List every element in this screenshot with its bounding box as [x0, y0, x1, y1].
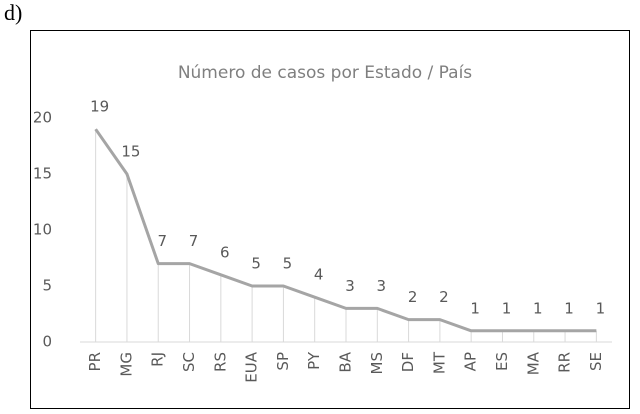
x-tick-label: SC	[180, 352, 198, 372]
data-label: 2	[439, 288, 449, 306]
panel-label: d)	[4, 0, 22, 25]
data-label: 7	[189, 232, 199, 250]
chart-frame	[30, 30, 630, 409]
data-label: 1	[502, 299, 512, 317]
data-label: 19	[90, 98, 109, 116]
y-tick-label: 15	[33, 165, 52, 183]
x-tick-label: MA	[524, 351, 542, 375]
x-tick-label: MT	[430, 351, 448, 374]
x-tick-label: MG	[117, 352, 135, 377]
data-label: 15	[121, 143, 140, 161]
y-tick-label: 10	[33, 221, 52, 239]
data-label: 1	[596, 299, 606, 317]
data-label: 5	[251, 255, 261, 273]
x-tick-label: DF	[399, 352, 417, 372]
x-tick-label: MS	[368, 352, 386, 374]
y-tick-label: 5	[42, 277, 52, 295]
data-label: 1	[564, 299, 574, 317]
x-tick-label: EUA	[243, 351, 261, 382]
x-tick-label: PY	[305, 351, 323, 370]
x-tick-label: RR	[556, 352, 574, 373]
x-tick-label: SE	[587, 352, 605, 371]
data-label: 6	[220, 243, 230, 261]
x-tick-label: SP	[274, 352, 292, 371]
data-label: 1	[470, 299, 480, 317]
data-line	[94, 128, 597, 333]
y-tick-label: 20	[33, 109, 52, 127]
x-tick-label: AP	[462, 352, 480, 371]
data-label: 4	[314, 266, 324, 284]
data-label: 7	[157, 232, 167, 250]
data-label: 3	[345, 277, 355, 295]
data-label: 5	[283, 255, 293, 273]
data-label: 2	[408, 288, 418, 306]
data-label: 3	[377, 277, 387, 295]
x-tick-label: ES	[493, 352, 511, 371]
x-tick-label: RS	[211, 352, 229, 372]
x-tick-label: BA	[337, 351, 355, 372]
y-tick-label: 0	[42, 333, 52, 351]
x-tick-label: PR	[86, 352, 104, 371]
data-label: 1	[533, 299, 543, 317]
chart-title: Número de casos por Estado / País	[178, 63, 472, 83]
x-tick-label: RJ	[149, 352, 167, 367]
